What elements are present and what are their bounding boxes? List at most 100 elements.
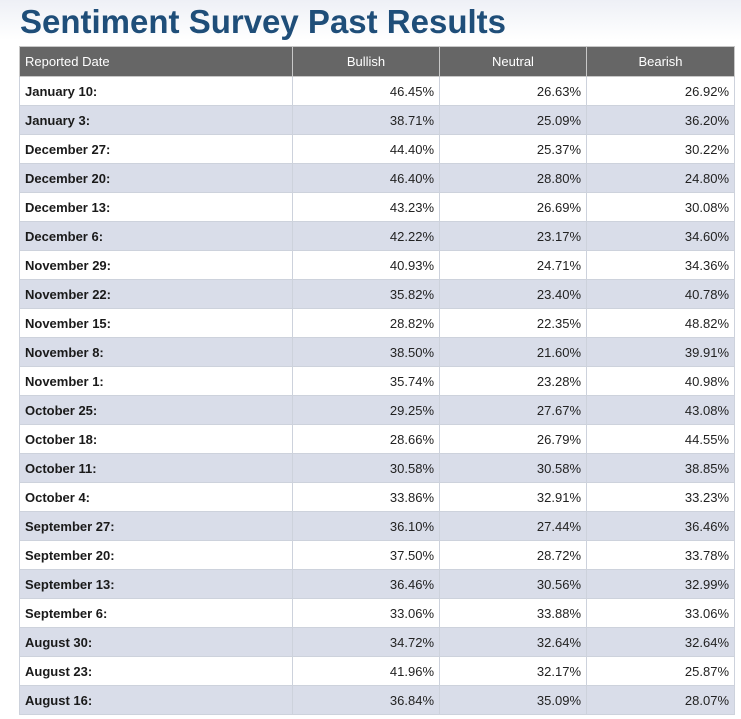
date-cell: December 27: (19, 134, 293, 164)
bullish-cell: 46.45% (292, 76, 440, 106)
bullish-cell: 29.25% (292, 395, 440, 425)
header-bearish: Bearish (586, 46, 735, 77)
bullish-cell: 46.40% (292, 163, 440, 193)
date-cell: September 20: (19, 540, 293, 570)
table-row: November 22: 35.82% 23.40% 40.78% (19, 279, 735, 309)
bearish-cell: 36.46% (586, 511, 735, 541)
table-row: December 6: 42.22% 23.17% 34.60% (19, 221, 735, 251)
table-row: September 13: 36.46% 30.56% 32.99% (19, 569, 735, 599)
header-reported-date: Reported Date (19, 46, 293, 77)
bullish-cell: 36.10% (292, 511, 440, 541)
date-cell: November 8: (19, 337, 293, 367)
bullish-cell: 28.66% (292, 424, 440, 454)
date-cell: November 29: (19, 250, 293, 280)
bullish-cell: 44.40% (292, 134, 440, 164)
neutral-cell: 23.40% (439, 279, 587, 309)
date-cell: October 4: (19, 482, 293, 512)
date-cell: November 15: (19, 308, 293, 338)
bullish-cell: 38.50% (292, 337, 440, 367)
table-row: December 13: 43.23% 26.69% 30.08% (19, 192, 735, 222)
bullish-cell: 33.86% (292, 482, 440, 512)
bearish-cell: 40.78% (586, 279, 735, 309)
bearish-cell: 25.87% (586, 656, 735, 686)
date-cell: December 6: (19, 221, 293, 251)
bearish-cell: 34.36% (586, 250, 735, 280)
neutral-cell: 21.60% (439, 337, 587, 367)
bullish-cell: 42.22% (292, 221, 440, 251)
neutral-cell: 25.09% (439, 105, 587, 135)
table-row: November 15: 28.82% 22.35% 48.82% (19, 308, 735, 338)
table-header: Reported Date Bullish Neutral Bearish (19, 46, 735, 77)
bullish-cell: 43.23% (292, 192, 440, 222)
table-row: November 1: 35.74% 23.28% 40.98% (19, 366, 735, 396)
bullish-cell: 36.46% (292, 569, 440, 599)
bearish-cell: 28.07% (586, 685, 735, 715)
table-row: August 30: 34.72% 32.64% 32.64% (19, 627, 735, 657)
table-row: October 25: 29.25% 27.67% 43.08% (19, 395, 735, 425)
neutral-cell: 23.17% (439, 221, 587, 251)
date-cell: September 27: (19, 511, 293, 541)
bearish-cell: 48.82% (586, 308, 735, 338)
date-cell: November 22: (19, 279, 293, 309)
bullish-cell: 36.84% (292, 685, 440, 715)
date-cell: August 30: (19, 627, 293, 657)
date-cell: October 25: (19, 395, 293, 425)
table-row: September 27: 36.10% 27.44% 36.46% (19, 511, 735, 541)
table-row: December 20: 46.40% 28.80% 24.80% (19, 163, 735, 193)
bearish-cell: 33.23% (586, 482, 735, 512)
bearish-cell: 32.64% (586, 627, 735, 657)
bearish-cell: 40.98% (586, 366, 735, 396)
neutral-cell: 35.09% (439, 685, 587, 715)
bullish-cell: 38.71% (292, 105, 440, 135)
bearish-cell: 33.06% (586, 598, 735, 628)
date-cell: December 20: (19, 163, 293, 193)
neutral-cell: 26.69% (439, 192, 587, 222)
table-row: August 16: 36.84% 35.09% 28.07% (19, 685, 735, 715)
neutral-cell: 32.64% (439, 627, 587, 657)
bearish-cell: 30.22% (586, 134, 735, 164)
date-cell: August 16: (19, 685, 293, 715)
date-cell: September 6: (19, 598, 293, 628)
bearish-cell: 33.78% (586, 540, 735, 570)
header-neutral: Neutral (439, 46, 587, 77)
date-cell: November 1: (19, 366, 293, 396)
bearish-cell: 38.85% (586, 453, 735, 483)
neutral-cell: 30.58% (439, 453, 587, 483)
header-bullish: Bullish (292, 46, 440, 77)
table-row: December 27: 44.40% 25.37% 30.22% (19, 134, 735, 164)
bullish-cell: 41.96% (292, 656, 440, 686)
bearish-cell: 26.92% (586, 76, 735, 106)
table-row: January 3: 38.71% 25.09% 36.20% (19, 105, 735, 135)
bullish-cell: 40.93% (292, 250, 440, 280)
bullish-cell: 34.72% (292, 627, 440, 657)
date-cell: January 3: (19, 105, 293, 135)
neutral-cell: 30.56% (439, 569, 587, 599)
neutral-cell: 27.44% (439, 511, 587, 541)
bullish-cell: 37.50% (292, 540, 440, 570)
neutral-cell: 24.71% (439, 250, 587, 280)
neutral-cell: 25.37% (439, 134, 587, 164)
table-body: January 10: 46.45% 26.63% 26.92% January 3: 3… (19, 76, 735, 715)
header-row: Reported Date Bullish Neutral Bearish (19, 46, 735, 77)
neutral-cell: 32.17% (439, 656, 587, 686)
bearish-cell: 32.99% (586, 569, 735, 599)
bearish-cell: 24.80% (586, 163, 735, 193)
bullish-cell: 33.06% (292, 598, 440, 628)
neutral-cell: 32.91% (439, 482, 587, 512)
bullish-cell: 35.82% (292, 279, 440, 309)
table-row: October 11: 30.58% 30.58% 38.85% (19, 453, 735, 483)
table-row: October 4: 33.86% 32.91% 33.23% (19, 482, 735, 512)
date-cell: December 13: (19, 192, 293, 222)
bullish-cell: 35.74% (292, 366, 440, 396)
date-cell: August 23: (19, 656, 293, 686)
table-row: September 6: 33.06% 33.88% 33.06% (19, 598, 735, 628)
table-row: October 18: 28.66% 26.79% 44.55% (19, 424, 735, 454)
bearish-cell: 36.20% (586, 105, 735, 135)
neutral-cell: 23.28% (439, 366, 587, 396)
table-row: January 10: 46.45% 26.63% 26.92% (19, 76, 735, 106)
neutral-cell: 22.35% (439, 308, 587, 338)
bearish-cell: 44.55% (586, 424, 735, 454)
neutral-cell: 33.88% (439, 598, 587, 628)
table-row: November 29: 40.93% 24.71% 34.36% (19, 250, 735, 280)
table-row: November 8: 38.50% 21.60% 39.91% (19, 337, 735, 367)
